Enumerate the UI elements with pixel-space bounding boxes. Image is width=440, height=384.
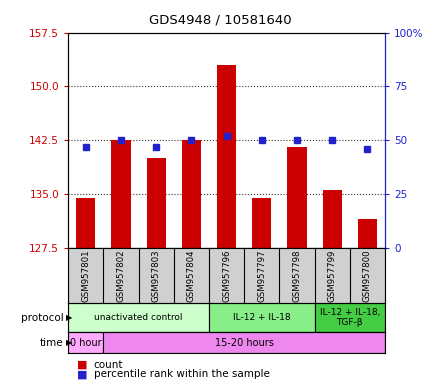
Bar [209,303,315,332]
Text: GSM957799: GSM957799 [328,249,337,302]
Bar [103,332,385,353]
Bar [147,158,166,248]
Text: 0 hour: 0 hour [70,338,102,348]
Text: percentile rank within the sample: percentile rank within the sample [94,369,270,379]
Bar [323,190,342,248]
Text: IL-12 + IL-18: IL-12 + IL-18 [233,313,290,322]
Text: GSM957798: GSM957798 [293,249,301,302]
Bar [315,303,385,332]
Bar [68,332,103,353]
Text: GSM957797: GSM957797 [257,249,266,302]
Bar [358,219,377,248]
Bar [252,197,271,248]
Text: IL-12 + IL-18,
TGF-β: IL-12 + IL-18, TGF-β [319,308,380,328]
Text: protocol: protocol [21,313,64,323]
Text: GSM957801: GSM957801 [81,249,90,302]
Text: time: time [40,338,64,348]
Text: GSM957804: GSM957804 [187,249,196,302]
Text: GSM957802: GSM957802 [117,249,125,302]
Bar [111,140,131,248]
Text: ■: ■ [77,360,88,370]
Text: GSM957796: GSM957796 [222,249,231,302]
Text: GSM957803: GSM957803 [152,249,161,302]
Text: GSM957800: GSM957800 [363,249,372,302]
Bar [287,147,307,248]
Text: unactivated control: unactivated control [94,313,183,322]
Bar [68,303,209,332]
Text: ▶: ▶ [66,313,73,322]
Bar [182,140,201,248]
Text: 15-20 hours: 15-20 hours [215,338,274,348]
Text: count: count [94,360,123,370]
Text: ■: ■ [77,369,88,379]
Text: ▶: ▶ [66,338,73,347]
Text: GDS4948 / 10581640: GDS4948 / 10581640 [149,13,291,26]
Bar [217,65,236,248]
Bar [76,197,95,248]
